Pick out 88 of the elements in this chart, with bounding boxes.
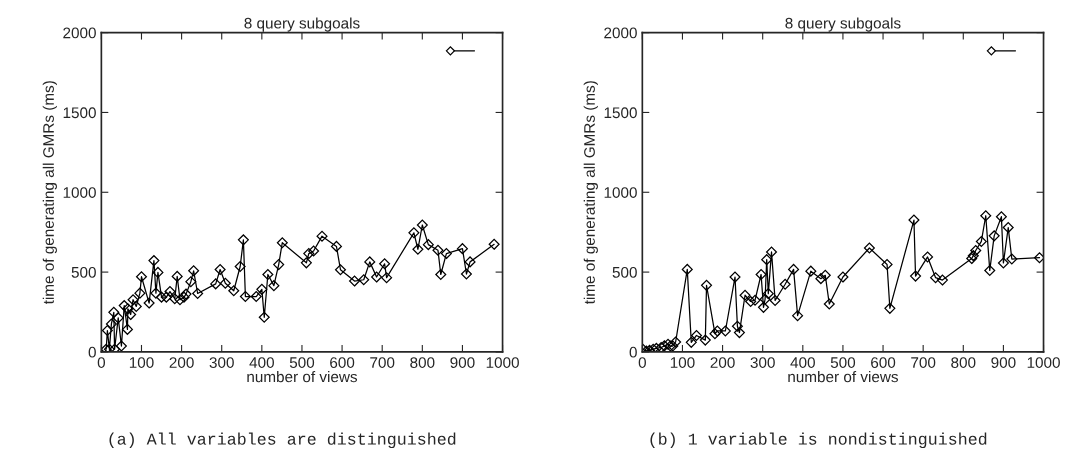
y-tick-label: 2000 [604, 27, 637, 39]
x-tick-label: 300 [750, 357, 775, 368]
x-tick-label: 0 [638, 357, 646, 368]
y-axis-title: time of generating all GMRs (ms) [42, 81, 57, 305]
point [863, 242, 875, 254]
point [761, 254, 773, 266]
y-tick-label: 500 [71, 266, 96, 278]
point [765, 246, 778, 258]
x-tick-label: 800 [951, 357, 976, 368]
x-tick-label: 100 [670, 357, 695, 368]
point [805, 265, 817, 277]
point [922, 251, 934, 263]
point [759, 293, 771, 305]
y-tick-label: 500 [612, 266, 637, 278]
point [733, 327, 745, 339]
y-axis-title: time of generating all GMRs (ms) [583, 81, 598, 305]
point [755, 268, 767, 281]
x-tick-label: 300 [209, 357, 234, 368]
point [699, 334, 711, 346]
point [980, 210, 992, 222]
x-tick-label: 100 [129, 357, 154, 368]
point [970, 245, 982, 257]
point [719, 325, 731, 337]
point [815, 273, 827, 285]
point [910, 270, 922, 282]
point [997, 257, 1009, 269]
point [823, 298, 835, 310]
point [995, 211, 1007, 223]
point [988, 230, 1000, 242]
point [1002, 222, 1014, 234]
point [729, 271, 741, 283]
text: (a) All variables are distinguished [109, 432, 456, 449]
point [908, 214, 920, 226]
y-tick-label: 1500 [604, 107, 637, 119]
y-tick-label: 0 [88, 346, 96, 358]
x-tick-label: 900 [450, 357, 475, 368]
point [647, 343, 659, 352]
x-tick-label: 900 [991, 357, 1016, 368]
point [739, 289, 751, 301]
x-tick-label: 0 [97, 357, 106, 368]
point [700, 279, 713, 291]
point [819, 269, 831, 281]
point [884, 302, 896, 314]
y-tick-label: 1500 [63, 107, 96, 119]
x-tick-label: 400 [790, 357, 815, 368]
point [792, 310, 804, 322]
point [731, 320, 743, 332]
x-axis-title: number of views [247, 371, 358, 383]
y-tick-label: 0 [629, 346, 637, 358]
y-tick-label: 2000 [63, 27, 96, 39]
point [745, 295, 757, 308]
point [936, 274, 948, 286]
chart-title: 8 query subgoals [244, 17, 360, 32]
point [650, 342, 662, 352]
point [670, 336, 682, 348]
point [685, 336, 697, 348]
x-tick-label: 600 [871, 357, 896, 368]
x-tick-label: 500 [830, 357, 856, 368]
point [779, 278, 791, 290]
point [930, 272, 942, 284]
x-tick-label: 400 [249, 357, 274, 368]
x-tick-label: 1000 [1027, 357, 1060, 368]
y-tick-label: 1000 [63, 187, 96, 198]
point [681, 263, 693, 275]
point [769, 294, 781, 307]
x-tick-label: 700 [911, 357, 936, 368]
point [881, 258, 893, 270]
point [762, 288, 774, 300]
x-tick-label: 200 [169, 357, 194, 368]
text: (b) 1 variable is nondistinguished [650, 432, 987, 449]
point [788, 263, 800, 275]
y-tick-label: 1000 [604, 187, 637, 198]
x-axis-title: number of views [788, 371, 898, 383]
chart-title: 8 query subgoals [785, 17, 901, 32]
point [837, 271, 849, 283]
point [1006, 253, 1018, 265]
point [984, 264, 996, 277]
x-tick-label: 800 [410, 357, 435, 368]
x-tick-label: 500 [289, 357, 315, 368]
point [757, 301, 770, 313]
point [1033, 252, 1044, 264]
x-tick-label: 200 [710, 357, 735, 368]
point [975, 235, 987, 247]
point [749, 294, 761, 306]
x-tick-label: 700 [370, 357, 395, 368]
x-tick-label: 600 [330, 357, 355, 368]
point [690, 329, 703, 342]
x-tick-label: 1000 [486, 357, 519, 368]
